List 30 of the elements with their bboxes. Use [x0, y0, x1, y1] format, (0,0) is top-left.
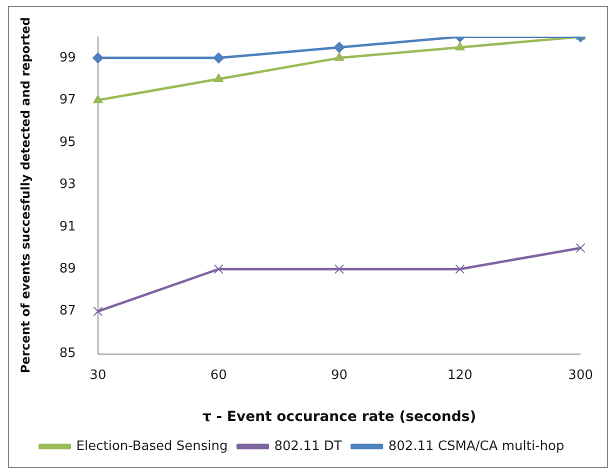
point — [576, 243, 586, 253]
x-axis-title: τ - Event occurance rate (seconds) — [202, 409, 476, 426]
y-tick-label: 87 — [59, 304, 76, 319]
y-tick-label: 89 — [59, 261, 76, 276]
point — [92, 52, 104, 64]
point — [455, 264, 465, 274]
point — [334, 52, 344, 61]
point — [455, 42, 465, 50]
x-tick-label: 90 — [330, 368, 348, 383]
x-tick-label: 30 — [90, 368, 106, 383]
y-tick-label: 95 — [59, 134, 76, 150]
y-axis-title: Percent of events succesfully detected and reported — [18, 17, 32, 374]
legend-label: Election-Based Sensing — [76, 438, 228, 454]
point — [93, 306, 103, 316]
x-tick-label: 300 — [568, 368, 594, 383]
point — [93, 94, 103, 104]
legend-label: 802.11 CSMA/CA multi-hop — [388, 438, 564, 454]
x-tick-label: 120 — [448, 368, 472, 383]
legend-label: 802.11 DT — [274, 438, 342, 454]
point — [213, 52, 224, 64]
x-tick-label: 60 — [210, 368, 227, 383]
point — [214, 74, 224, 82]
y-tick-label: 91 — [59, 219, 76, 234]
point — [334, 264, 344, 274]
y-tick-label: 99 — [59, 50, 76, 66]
y-tick-label: 85 — [59, 346, 76, 361]
point — [334, 42, 345, 53]
point — [214, 264, 224, 274]
y-tick-label: 97 — [59, 92, 76, 108]
y-tick-label: 93 — [59, 177, 76, 192]
